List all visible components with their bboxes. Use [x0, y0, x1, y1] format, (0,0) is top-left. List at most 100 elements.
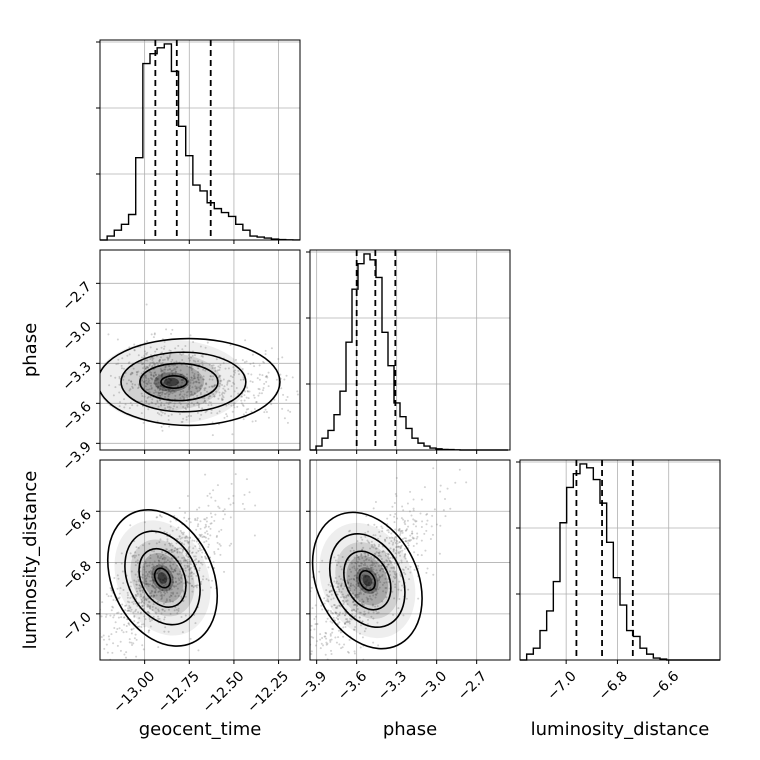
- density-panel-phase-luminosity_distance: −3.9 −3.6 −3.3 −3.0 −2.7: [294, 459, 511, 704]
- scatter-point: [350, 578, 353, 581]
- scatter-point: [195, 540, 198, 543]
- scatter-point: [256, 377, 259, 380]
- scatter-point: [116, 574, 119, 577]
- scatter-point: [198, 417, 201, 420]
- scatter-point: [331, 627, 334, 630]
- scatter-point: [179, 352, 182, 355]
- scatter-point: [368, 575, 371, 578]
- scatter-point: [169, 525, 172, 528]
- scatter-point: [199, 549, 202, 552]
- scatter-point: [219, 553, 222, 556]
- scatter-point: [172, 592, 175, 595]
- scatter-point: [191, 354, 194, 357]
- scatter-point: [191, 571, 194, 574]
- scatter-point: [150, 373, 153, 376]
- scatter-point: [395, 549, 398, 552]
- scatter-point: [192, 374, 195, 377]
- scatter-point: [365, 596, 368, 599]
- scatter-point: [232, 370, 235, 373]
- scatter-point: [367, 567, 370, 570]
- scatter-point: [294, 642, 296, 644]
- scatter-point: [144, 579, 147, 582]
- scatter-point: [210, 411, 213, 414]
- scatter-point: [199, 520, 202, 523]
- scatter-point: [105, 593, 108, 596]
- scatter-point: [181, 420, 184, 423]
- scatter-point: [344, 618, 347, 621]
- scatter-point: [140, 626, 143, 629]
- scatter-point: [154, 607, 157, 610]
- scatter-point: [188, 366, 191, 369]
- scatter-point: [340, 584, 343, 587]
- scatter-point: [180, 353, 183, 356]
- scatter-point: [335, 612, 338, 615]
- scatter-point: [128, 609, 131, 612]
- scatter-point: [400, 545, 403, 548]
- scatter-point: [144, 375, 147, 378]
- x-tick-label: −3.9: [295, 668, 330, 703]
- scatter-point: [353, 556, 356, 559]
- scatter-point: [149, 377, 152, 380]
- scatter-point: [169, 594, 172, 597]
- scatter-point: [178, 413, 181, 416]
- scatter-point: [154, 389, 157, 392]
- scatter-point: [390, 566, 393, 569]
- scatter-point: [132, 602, 135, 605]
- scatter-point: [183, 564, 186, 567]
- scatter-point: [366, 623, 369, 626]
- scatter-point: [182, 386, 185, 389]
- scatter-point: [361, 620, 364, 623]
- scatter-point: [177, 577, 180, 580]
- scatter-point: [176, 612, 179, 615]
- scatter-point: [172, 591, 175, 594]
- scatter-point: [164, 379, 167, 382]
- scatter-point: [244, 390, 247, 393]
- scatter-point: [157, 646, 160, 649]
- scatter-point: [173, 549, 176, 552]
- scatter-point: [396, 546, 399, 549]
- scatter-point: [196, 402, 199, 405]
- scatter-point: [160, 595, 163, 598]
- scatter-point: [196, 519, 199, 522]
- scatter-point: [156, 378, 159, 381]
- scatter-point: [112, 642, 115, 645]
- scatter-point: [346, 594, 349, 597]
- scatter-point: [394, 552, 397, 555]
- scatter-point: [67, 707, 69, 709]
- scatter-point: [150, 589, 153, 592]
- scatter-point: [205, 525, 208, 528]
- scatter-point: [127, 362, 130, 365]
- scatter-point: [185, 552, 188, 555]
- scatter-point: [205, 516, 208, 519]
- scatter-point: [409, 534, 412, 537]
- scatter-point: [205, 557, 208, 560]
- scatter-point: [155, 376, 158, 379]
- scatter-point: [144, 385, 147, 388]
- scatter-point: [372, 534, 375, 537]
- scatter-point: [145, 376, 148, 379]
- scatter-point: [195, 574, 198, 577]
- scatter-point: [150, 371, 153, 374]
- scatter-point: [323, 602, 326, 605]
- scatter-point: [399, 554, 402, 557]
- scatter-point: [238, 373, 241, 376]
- scatter-point: [347, 559, 350, 562]
- scatter-point: [400, 559, 403, 562]
- scatter-point: [353, 628, 356, 631]
- scatter-point: [384, 552, 387, 555]
- scatter-point: [140, 576, 143, 579]
- scatter-point: [398, 580, 401, 583]
- scatter-point: [186, 390, 189, 393]
- scatter-point: [358, 616, 361, 619]
- scatter-point: [212, 375, 215, 378]
- scatter-point: [170, 567, 173, 570]
- scatter-point: [420, 554, 423, 557]
- scatter-point: [395, 476, 398, 479]
- scatter-point: [165, 548, 168, 551]
- scatter-point: [168, 589, 171, 592]
- scatter-point: [341, 593, 344, 596]
- scatter-point: [367, 575, 370, 578]
- scatter-point: [156, 387, 159, 390]
- scatter-point: [345, 596, 348, 599]
- scatter-point: [108, 638, 111, 641]
